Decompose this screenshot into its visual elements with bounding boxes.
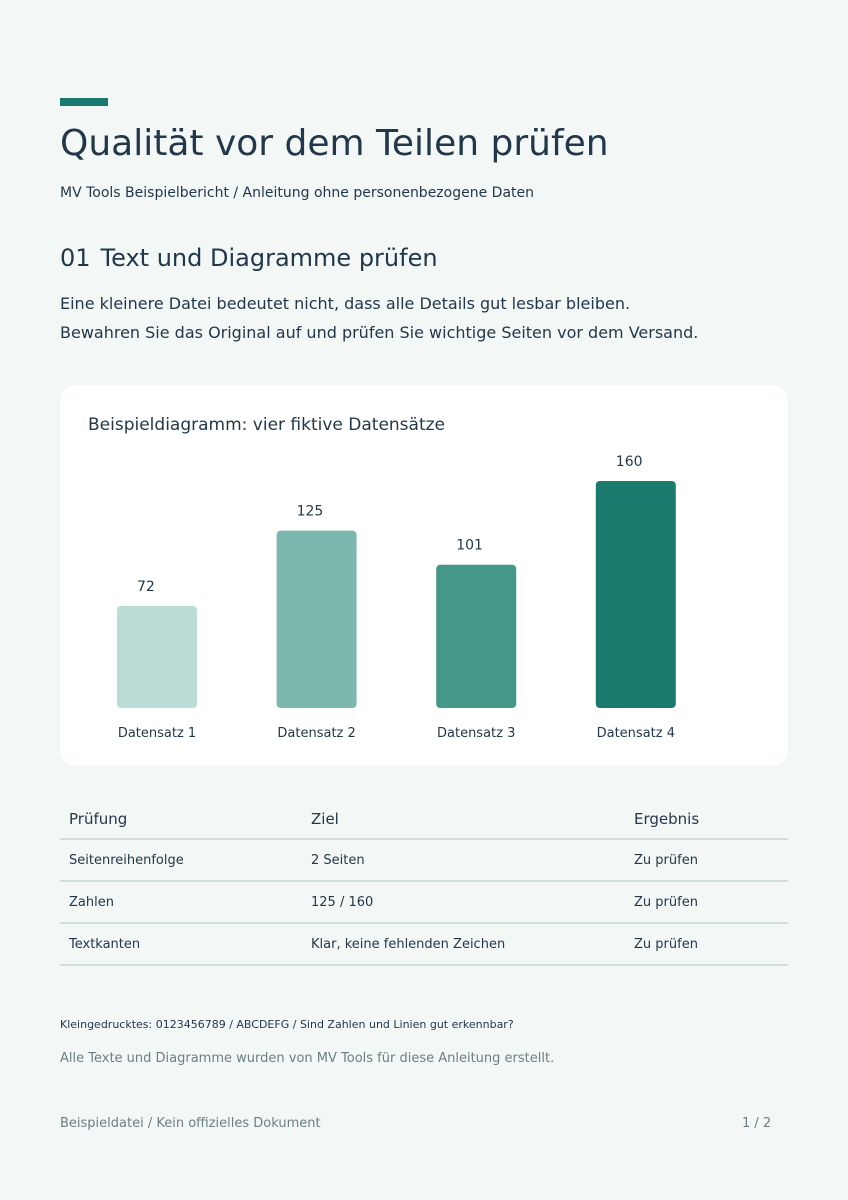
- table-header-ziel: Ziel: [311, 810, 339, 828]
- table-header-row: Prüfung Ziel Ergebnis: [60, 798, 788, 840]
- table-row: Textkanten Klar, keine fehlenden Zeichen…: [60, 924, 788, 966]
- bar-1: [117, 605, 197, 708]
- bar-4: [595, 481, 676, 708]
- bar-value-label: 125: [297, 504, 324, 520]
- category-label: Datensatz 1: [118, 726, 196, 741]
- paragraph-1: Eine kleinere Datei bedeutet nicht, dass…: [60, 294, 631, 313]
- chart-card: Beispieldiagramm: vier fiktive Datensätz…: [60, 385, 788, 766]
- accent-bar: [60, 98, 108, 106]
- table-cell: Zu prüfen: [634, 937, 698, 952]
- category-label: Datensatz 2: [277, 726, 355, 741]
- page-subtitle: MV Tools Beispielbericht / Anleitung ohn…: [60, 185, 534, 201]
- bar-chart: 72 Datensatz 1 125 Datensatz 2 101 Datensatz …: [117, 454, 676, 741]
- category-label: Datensatz 4: [597, 726, 675, 741]
- table-header-pruefung: Prüfung: [69, 810, 128, 828]
- bar-value-label: 160: [616, 454, 643, 470]
- table-cell: Zahlen: [69, 895, 114, 910]
- check-table: Prüfung Ziel Ergebnis Seitenreihenfolge …: [60, 798, 788, 966]
- page-title: Qualität vor dem Teilen prüfen: [60, 123, 609, 164]
- chart-title: Beispieldiagramm: vier fiktive Datensätz…: [88, 415, 446, 435]
- table-cell: 125 / 160: [311, 895, 374, 910]
- table-cell: Klar, keine fehlenden Zeichen: [311, 937, 506, 952]
- table-cell: 2 Seiten: [311, 853, 365, 868]
- paragraph-2: Bewahren Sie das Original auf und prüfen…: [60, 323, 699, 342]
- table-cell: Textkanten: [69, 937, 141, 952]
- bar-value-label: 72: [137, 579, 155, 595]
- bar-value-label: 101: [456, 538, 483, 554]
- table-row: Seitenreihenfolge 2 Seiten Zu prüfen: [60, 840, 788, 882]
- bar-2: [276, 530, 357, 708]
- table-cell: Zu prüfen: [634, 895, 698, 910]
- smallprint: Kleingedrucktes: 0123456789 / ABCDEFG / …: [60, 1018, 514, 1031]
- bar-3: [436, 564, 517, 708]
- footer-note: Beispieldatei / Kein offizielles Dokumen…: [60, 1116, 321, 1131]
- section-number: 01: [60, 244, 91, 272]
- table-row: Zahlen 125 / 160 Zu prüfen: [60, 882, 788, 924]
- table-cell: Seitenreihenfolge: [69, 853, 184, 868]
- section-title: Text und Diagramme prüfen: [100, 244, 438, 272]
- page-number: 1 / 2: [742, 1116, 772, 1131]
- credit-note: Alle Texte und Diagramme wurden von MV T…: [60, 1051, 555, 1066]
- section-heading: 01 Text und Diagramme prüfen: [60, 242, 438, 274]
- table-header-ergebnis: Ergebnis: [634, 810, 700, 828]
- table-cell: Zu prüfen: [634, 853, 698, 868]
- category-label: Datensatz 3: [437, 726, 515, 741]
